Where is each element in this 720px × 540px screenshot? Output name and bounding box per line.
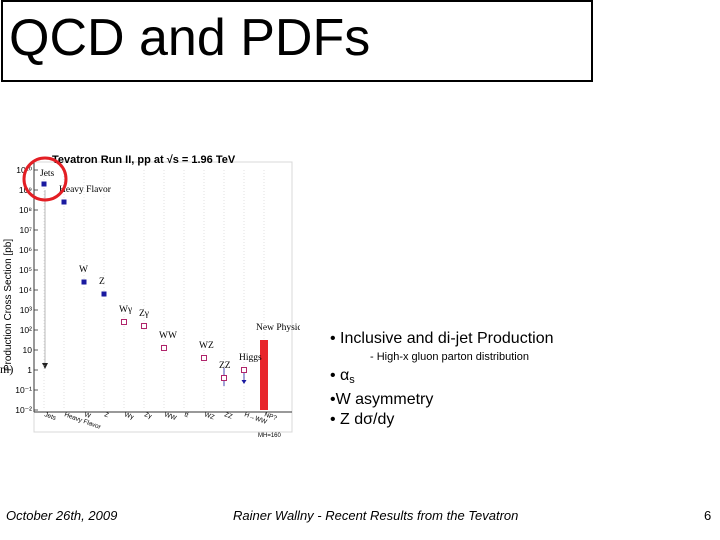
bullet-alpha-prefix: •: [330, 367, 341, 384]
x-tick-label: Wγ: [123, 411, 135, 421]
mass-note: MH=160: [258, 433, 282, 439]
point-label: ZZ: [219, 361, 231, 371]
x-tick-label: WZ: [203, 411, 215, 421]
footer-date: October 26th, 2009: [6, 508, 118, 523]
bullet-jets-sub: - High-x gluon parton distribution: [370, 351, 529, 363]
data-point: [41, 181, 47, 187]
y-tick-label: 1: [27, 365, 32, 375]
point-label: Jets: [40, 169, 55, 179]
data-point: [201, 355, 207, 361]
y-tick-label: 10⁸: [19, 205, 32, 215]
axis-arrow-head: [42, 363, 48, 369]
point-label: Z: [99, 277, 105, 287]
y-tick-label: 10³: [20, 305, 32, 315]
y-axis-label: Production Cross Section [pb]: [3, 239, 14, 372]
point-label: W: [79, 265, 88, 275]
y-tick-label: 10⁻¹: [15, 385, 32, 395]
bullet-jets: • Inclusive and di-jet Production: [330, 330, 554, 347]
partial-label: m): [0, 362, 14, 376]
y-tick-label: 10⁴: [19, 285, 32, 295]
y-tick-label: 10⁷: [19, 225, 32, 235]
bullet-alpha-s: • αs: [330, 366, 710, 390]
point-label: Heavy Flavor: [59, 185, 112, 195]
data-point: [221, 375, 227, 381]
y-tick-label: 10²: [20, 325, 32, 335]
x-tick-label: WW: [163, 411, 178, 422]
bullet-z-suffix: /dy: [373, 411, 395, 428]
new-physics-band: [260, 340, 268, 410]
point-label: Wγ: [119, 305, 132, 315]
data-point: [81, 279, 87, 285]
new-physics-label: New Physics?: [256, 323, 300, 333]
chart-title: Tevatron Run II, pp at √s = 1.96 TeV: [52, 154, 236, 166]
x-tick-label: W: [83, 411, 92, 420]
page-number: 6: [704, 508, 712, 523]
y-tick-label: 10: [23, 345, 33, 355]
x-tick-label: Z: [103, 411, 109, 419]
y-tick-label: 10⁶: [19, 245, 32, 255]
bullet-list: • Inclusive and di-jet Production - High…: [330, 328, 710, 430]
y-tick-label: 10⁵: [19, 265, 32, 275]
title-box: QCD and PDFs: [1, 0, 593, 82]
sigma-symbol: σ: [363, 411, 374, 428]
bullet-z-dsigma: • Z dσ/dy: [330, 410, 710, 430]
alpha-subscript: s: [349, 374, 355, 386]
x-tick-label: ZZ: [223, 411, 233, 420]
data-point: [121, 319, 127, 325]
data-point: [61, 199, 67, 205]
x-tick-label: tt̄: [183, 411, 189, 420]
jets-highlight-circle: [22, 156, 68, 202]
alpha-symbol: α: [340, 367, 350, 384]
point-label: Higgs: [239, 353, 262, 363]
x-tick-label: Zγ: [143, 411, 153, 420]
x-tick-label: NP?: [263, 411, 278, 422]
cross-section-chart: Tevatron Run II, pp at √s = 1.96 TeV Pro…: [3, 154, 300, 439]
point-label: Zγ: [139, 309, 149, 319]
limit-arrow-head: [241, 380, 247, 384]
footer-author: Rainer Wallny - Recent Results from the …: [233, 508, 519, 523]
bullet-z-prefix: • Z d: [330, 411, 364, 428]
x-tick-label: Jets: [43, 411, 57, 422]
x-tick-label: Heavy Flavor: [63, 411, 102, 431]
slide-title: QCD and PDFs: [9, 9, 371, 67]
data-point: [161, 345, 167, 351]
data-point: [141, 323, 147, 329]
data-point: [241, 367, 247, 373]
plot-frame: [33, 161, 293, 433]
point-label: WW: [159, 331, 177, 341]
y-tick-label: 10⁻²: [15, 405, 32, 415]
point-label: WZ: [199, 341, 214, 351]
data-point: [101, 291, 107, 297]
bullet-w-asymmetry: •W asymmetry: [330, 391, 434, 408]
